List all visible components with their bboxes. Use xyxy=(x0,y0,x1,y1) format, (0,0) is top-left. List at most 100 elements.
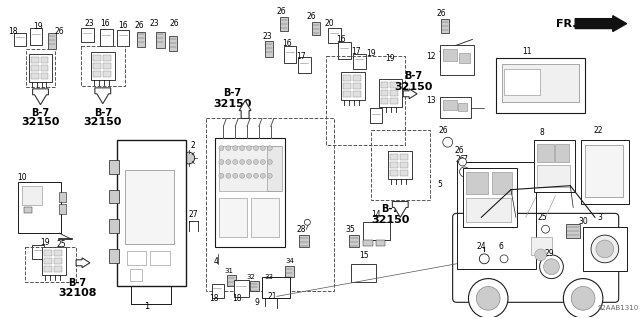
Bar xyxy=(81,46,125,86)
Bar xyxy=(328,27,341,43)
Bar xyxy=(581,140,628,204)
Polygon shape xyxy=(76,258,90,268)
Bar xyxy=(390,170,398,176)
Bar xyxy=(504,69,540,95)
Bar xyxy=(351,264,376,282)
Text: 6: 6 xyxy=(499,242,504,251)
Bar xyxy=(150,251,170,265)
Polygon shape xyxy=(403,89,417,99)
Bar xyxy=(54,250,62,256)
Bar xyxy=(537,144,554,162)
Text: 32: 32 xyxy=(246,274,255,280)
Bar xyxy=(31,57,38,63)
Bar xyxy=(390,154,398,160)
Bar xyxy=(156,32,165,48)
Bar xyxy=(81,27,94,42)
Text: 23: 23 xyxy=(84,19,94,28)
Text: 31: 31 xyxy=(225,268,234,274)
Bar xyxy=(390,82,398,88)
Text: 14: 14 xyxy=(371,210,380,219)
Circle shape xyxy=(443,137,452,147)
Text: 10: 10 xyxy=(17,173,26,182)
Bar xyxy=(537,165,570,187)
Bar xyxy=(467,172,488,194)
Circle shape xyxy=(541,225,550,233)
Text: B-7: B-7 xyxy=(93,108,112,118)
Bar xyxy=(116,30,129,46)
Bar xyxy=(44,266,52,272)
Bar xyxy=(14,33,26,46)
Bar xyxy=(220,197,247,237)
Text: 8: 8 xyxy=(540,128,544,137)
Text: FR.: FR. xyxy=(556,19,577,29)
Circle shape xyxy=(500,255,508,263)
Bar xyxy=(18,182,61,233)
Bar xyxy=(109,189,118,204)
Text: 12: 12 xyxy=(426,52,436,61)
Bar xyxy=(265,41,273,57)
Polygon shape xyxy=(33,89,49,105)
Bar xyxy=(227,275,236,286)
Bar xyxy=(40,57,49,63)
Text: 19: 19 xyxy=(41,238,51,247)
Bar xyxy=(298,57,311,73)
Text: 19: 19 xyxy=(366,49,376,58)
Text: 33: 33 xyxy=(264,274,273,280)
Text: 17: 17 xyxy=(351,47,360,56)
Bar xyxy=(138,32,145,47)
Circle shape xyxy=(253,160,259,164)
Bar xyxy=(24,207,31,213)
Bar xyxy=(338,42,351,59)
Circle shape xyxy=(534,249,547,261)
Text: 23: 23 xyxy=(262,32,271,41)
Circle shape xyxy=(260,146,266,151)
Text: 16: 16 xyxy=(100,19,109,28)
Circle shape xyxy=(476,286,500,310)
Text: 32150: 32150 xyxy=(84,117,122,127)
Text: 30: 30 xyxy=(578,217,588,226)
Bar xyxy=(100,28,113,46)
Bar xyxy=(103,63,111,69)
Bar xyxy=(381,98,388,104)
Bar xyxy=(459,53,470,63)
Text: 32150: 32150 xyxy=(21,117,60,127)
Circle shape xyxy=(260,160,266,164)
Bar xyxy=(131,269,142,281)
Bar xyxy=(267,281,276,292)
Circle shape xyxy=(460,167,470,177)
Bar xyxy=(205,118,334,292)
Bar xyxy=(40,73,49,79)
Bar xyxy=(109,219,118,233)
Circle shape xyxy=(226,160,231,164)
Text: 35: 35 xyxy=(345,225,355,234)
Bar xyxy=(566,224,580,238)
Bar xyxy=(42,247,66,275)
Text: B-7: B-7 xyxy=(68,278,86,287)
Text: B-7: B-7 xyxy=(381,204,399,214)
Bar xyxy=(284,46,296,63)
Circle shape xyxy=(233,146,237,151)
Bar xyxy=(467,197,511,222)
Circle shape xyxy=(253,146,259,151)
Text: 11: 11 xyxy=(522,47,532,56)
Text: 22: 22 xyxy=(593,126,603,135)
Bar xyxy=(234,279,249,297)
Circle shape xyxy=(268,160,272,164)
Bar xyxy=(363,222,390,240)
Text: 21: 21 xyxy=(267,292,276,301)
Text: 34: 34 xyxy=(285,258,294,264)
Bar xyxy=(443,100,456,110)
Bar xyxy=(211,284,225,298)
Text: 13: 13 xyxy=(426,96,436,105)
Text: 3: 3 xyxy=(598,213,602,222)
Circle shape xyxy=(239,146,244,151)
Circle shape xyxy=(239,173,244,178)
Bar xyxy=(280,17,287,31)
Circle shape xyxy=(468,278,508,318)
Text: 16: 16 xyxy=(118,21,127,30)
Text: 23: 23 xyxy=(149,19,159,28)
Text: 18: 18 xyxy=(232,294,242,303)
Bar xyxy=(440,45,474,75)
Text: 32108: 32108 xyxy=(58,288,97,298)
Text: 20: 20 xyxy=(324,19,334,28)
